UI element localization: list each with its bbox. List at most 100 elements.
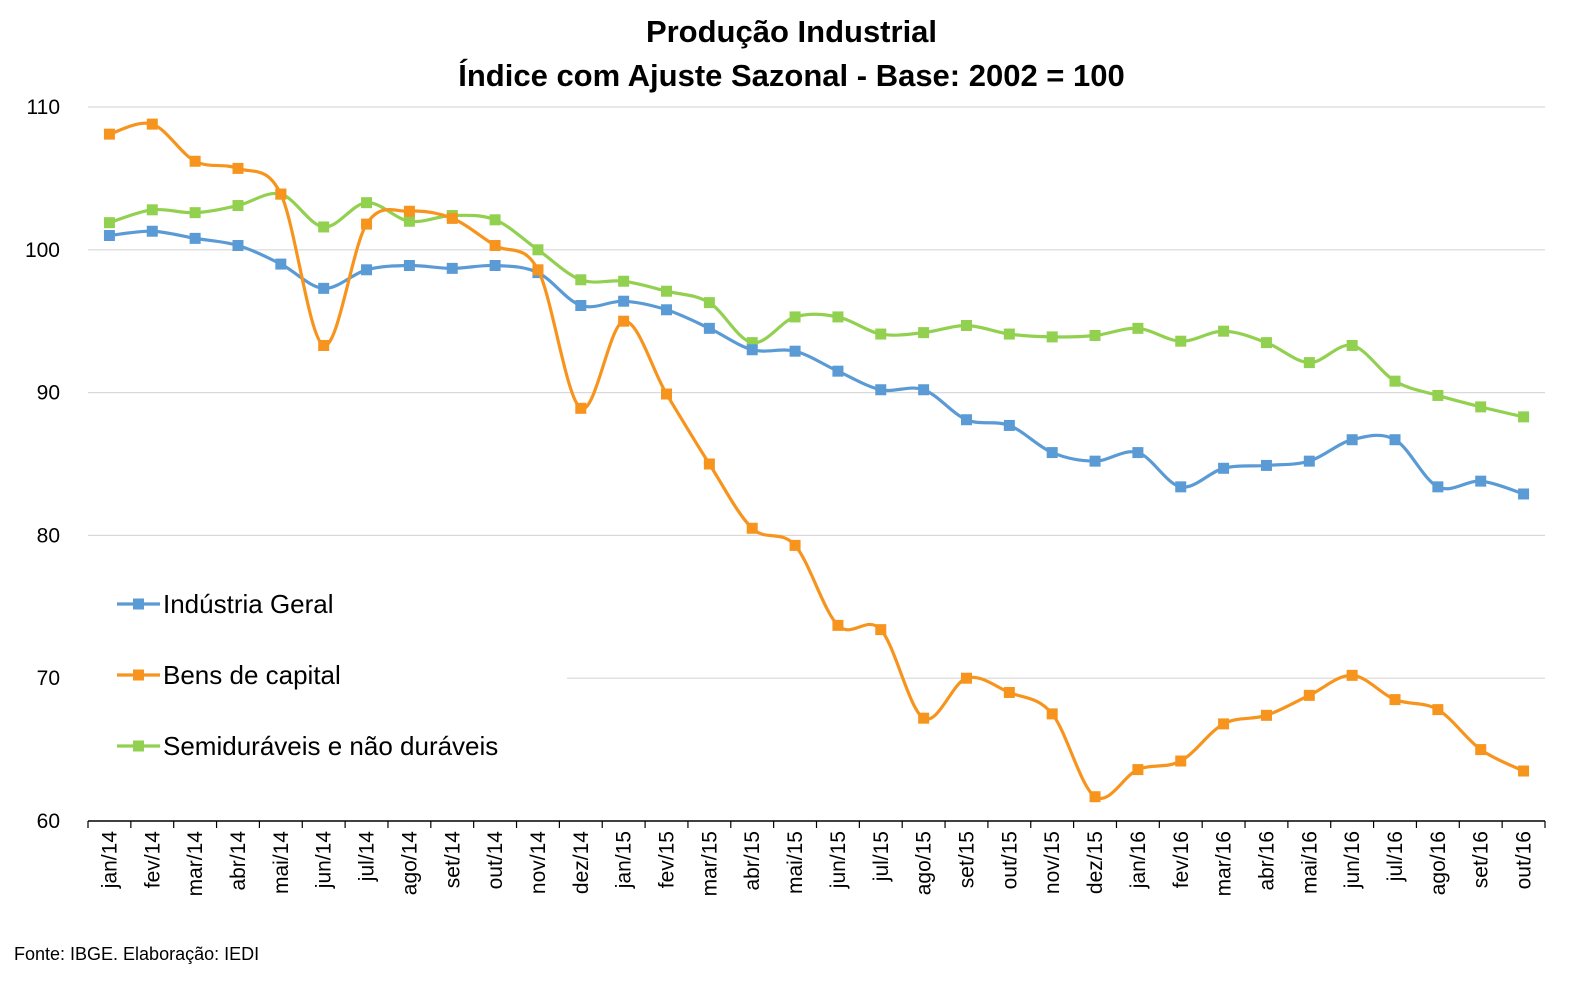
data-point: [1303, 455, 1315, 467]
legend-marker: [133, 740, 144, 752]
data-point: [1003, 419, 1015, 431]
data-point: [618, 315, 630, 327]
data-point: [1432, 704, 1444, 716]
data-point: [1089, 791, 1101, 803]
x-tick-label: jun/16: [1341, 831, 1364, 889]
x-tick-label: fev/16: [1170, 831, 1193, 888]
data-point: [918, 384, 930, 396]
data-point: [1475, 475, 1487, 487]
data-point: [789, 311, 801, 323]
y-tick-label: 60: [37, 810, 60, 833]
x-tick-label: ago/15: [913, 831, 936, 895]
data-point: [189, 232, 201, 244]
y-tick-label: 110: [27, 96, 60, 119]
data-point: [1089, 329, 1101, 341]
data-point: [661, 304, 673, 316]
data-point: [232, 240, 244, 252]
data-point: [703, 458, 715, 470]
data-point: [403, 260, 415, 272]
data-point: [1432, 389, 1444, 401]
data-point: [1046, 447, 1058, 459]
chart-title: Produção Industrial Índice com Ajuste Sa…: [0, 10, 1583, 98]
data-point: [789, 345, 801, 357]
y-tick-label: 100: [25, 239, 60, 262]
data-point: [1432, 481, 1444, 493]
x-tick-label: jul/14: [356, 831, 379, 883]
data-point: [146, 118, 158, 130]
data-point: [1475, 744, 1487, 756]
x-tick-label: mai/14: [270, 831, 293, 894]
y-tick-label: 70: [37, 667, 60, 690]
series-line: [108, 191, 1524, 419]
data-point: [403, 205, 415, 217]
x-tick-label: abr/16: [1255, 831, 1278, 891]
data-point: [1303, 689, 1315, 701]
data-point: [532, 264, 544, 276]
data-point: [232, 162, 244, 174]
data-point: [318, 282, 330, 294]
data-point: [489, 240, 501, 252]
legend: Indústria Geral Bens de capital Semiduráve…: [117, 589, 498, 761]
legend-marker: [133, 598, 144, 610]
series-industria-geral: [103, 225, 1530, 500]
data-point: [1518, 765, 1530, 777]
data-point: [1389, 434, 1401, 446]
data-point: [1132, 764, 1144, 776]
legend-label: Semiduráveis e não duráveis: [163, 731, 498, 761]
data-point: [661, 285, 673, 297]
data-point: [1518, 411, 1530, 423]
data-point: [189, 155, 201, 167]
x-tick-label: dez/15: [1084, 831, 1107, 894]
data-point: [960, 414, 972, 426]
x-tick-label: mar/15: [698, 831, 721, 896]
data-point: [403, 215, 415, 227]
x-tick-label: mai/16: [1298, 831, 1321, 894]
x-tick-label: fev/15: [656, 831, 679, 888]
data-point: [318, 339, 330, 351]
y-tick-label: 90: [37, 382, 60, 405]
x-tick-label: jan/16: [1127, 831, 1150, 889]
data-point: [532, 244, 544, 256]
data-point: [1218, 462, 1230, 474]
data-point: [746, 337, 758, 349]
legend-label: Indústria Geral: [163, 589, 334, 619]
data-point: [875, 624, 887, 636]
data-point: [146, 204, 158, 216]
data-point: [1003, 686, 1015, 698]
x-tick-label: jul/16: [1384, 831, 1407, 882]
x-tick-label: nov/15: [1041, 831, 1064, 894]
x-tick-label: out/16: [1513, 831, 1536, 889]
data-point: [746, 522, 758, 534]
x-tick-label: ago/16: [1427, 831, 1450, 895]
x-tick-label: set/14: [441, 831, 464, 889]
data-point: [789, 539, 801, 551]
x-tick-label: jan/15: [613, 831, 636, 889]
x-tick-label: set/16: [1470, 831, 1493, 888]
data-point: [575, 299, 587, 311]
data-point: [1260, 709, 1272, 721]
series-semiduraveis-e-nao-duraveis: [103, 188, 1530, 423]
data-point: [189, 207, 201, 219]
data-point: [1175, 335, 1187, 347]
data-point: [489, 214, 501, 226]
data-point: [232, 200, 244, 212]
data-point: [703, 322, 715, 334]
x-axis-ticks: jan/14 fev/14 mar/14 abr/14 mai/14 jun/14 jul/…: [87, 821, 1546, 896]
x-tick-label: out/14: [484, 831, 507, 890]
data-point: [960, 672, 972, 684]
data-point: [275, 258, 287, 270]
legend-item: Semiduráveis e não duráveis: [117, 731, 498, 761]
data-point: [103, 128, 115, 140]
x-tick-label: mar/16: [1213, 831, 1236, 896]
data-point: [832, 365, 844, 377]
x-tick-label: fev/14: [141, 831, 164, 889]
x-tick-label: out/15: [998, 831, 1021, 889]
data-point: [1218, 718, 1230, 730]
data-point: [703, 297, 715, 309]
data-point: [361, 218, 373, 230]
data-point: [1132, 322, 1144, 334]
data-point: [489, 260, 501, 272]
x-tick-label: abr/14: [227, 831, 250, 891]
x-tick-label: mai/15: [784, 831, 807, 894]
data-point: [960, 319, 972, 331]
